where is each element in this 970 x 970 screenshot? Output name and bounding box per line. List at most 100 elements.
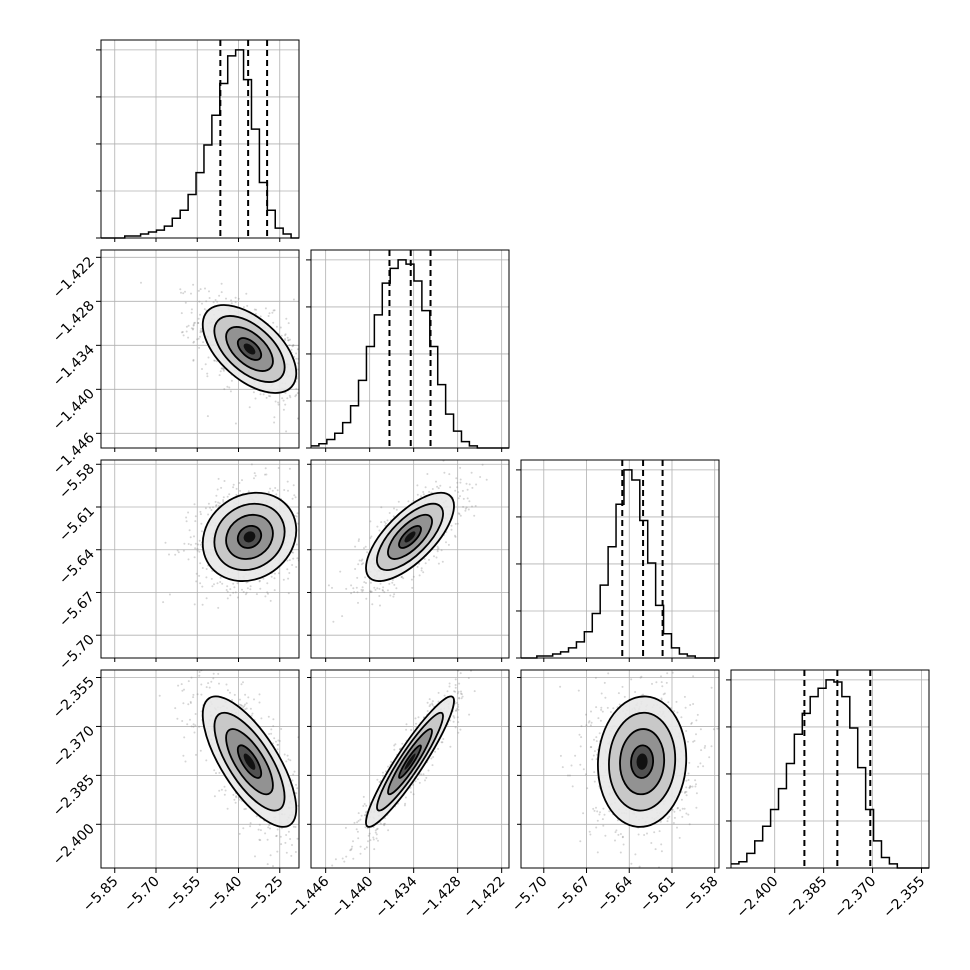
sample-point	[228, 493, 231, 496]
sample-point	[305, 838, 307, 840]
sample-point	[254, 474, 257, 477]
sample-point	[365, 582, 367, 584]
sample-point	[456, 481, 459, 484]
sample-point	[187, 324, 190, 327]
sample-point	[428, 490, 431, 493]
sample-point	[367, 834, 370, 837]
sample-point	[238, 832, 241, 835]
sample-point	[666, 672, 669, 675]
sample-point	[193, 731, 196, 734]
sample-point	[422, 571, 425, 574]
sample-point	[680, 716, 683, 719]
sample-point	[190, 676, 193, 679]
sample-point	[285, 834, 288, 836]
sample-point	[223, 388, 226, 391]
sample-point	[291, 564, 294, 566]
sample-point	[692, 740, 695, 743]
sample-point	[220, 367, 223, 370]
sample-point	[341, 857, 344, 860]
sample-point	[372, 836, 375, 839]
sample-point	[441, 741, 444, 744]
sample-point	[249, 707, 252, 710]
sample-point	[360, 814, 363, 817]
sample-point	[371, 603, 374, 606]
sample-point	[198, 539, 201, 542]
sample-point	[335, 513, 337, 515]
sample-point	[268, 312, 271, 315]
sample-point	[180, 331, 183, 334]
sample-point	[233, 693, 236, 696]
sample-point	[292, 298, 295, 301]
sample-point	[365, 846, 368, 849]
sample-point	[222, 500, 225, 503]
sample-point	[184, 290, 186, 293]
sample-point	[402, 577, 405, 580]
sample-point	[296, 512, 299, 515]
sample-point	[304, 540, 306, 542]
sample-point	[265, 473, 268, 476]
sample-point	[248, 406, 251, 409]
sample-point	[189, 700, 192, 703]
contour-line	[398, 744, 422, 779]
sample-point	[280, 843, 283, 846]
sample-point	[270, 728, 273, 731]
sample-point	[456, 701, 459, 704]
sample-point	[342, 870, 344, 872]
marginal-panel-0	[96, 39, 300, 239]
sample-point	[217, 504, 220, 507]
sample-point	[246, 587, 249, 590]
sample-point	[205, 686, 208, 689]
sample-point	[431, 700, 434, 703]
sample-point	[378, 529, 381, 532]
sample-point	[442, 738, 445, 740]
sample-point	[168, 593, 171, 596]
marginal-panel-2	[516, 459, 720, 659]
sample-point	[329, 362, 331, 364]
sample-point	[375, 837, 378, 840]
sample-point	[226, 585, 229, 588]
sample-point	[290, 854, 293, 857]
sample-point	[258, 580, 261, 583]
sample-point	[685, 730, 688, 732]
sample-point	[285, 430, 288, 433]
sample-point	[213, 795, 216, 798]
sample-point	[200, 693, 203, 696]
density-peak	[243, 531, 256, 543]
sample-point	[301, 521, 303, 523]
sample-point	[219, 370, 222, 373]
sample-point	[275, 325, 278, 328]
sample-point	[464, 507, 467, 510]
sample-point	[464, 509, 467, 512]
sample-point	[473, 514, 476, 517]
sample-point	[199, 288, 202, 291]
sample-point	[288, 559, 291, 562]
sample-point	[307, 336, 309, 338]
sample-point	[357, 837, 360, 840]
sample-point	[214, 299, 217, 301]
sample-point	[301, 824, 303, 826]
sample-point	[358, 559, 361, 562]
sample-point	[460, 692, 462, 695]
sample-point	[589, 746, 592, 749]
sample-point	[688, 823, 691, 826]
sample-point	[254, 397, 257, 400]
sample-point	[187, 336, 190, 339]
sample-point	[218, 771, 221, 774]
sample-point	[428, 698, 431, 701]
sample-point	[242, 591, 245, 593]
histogram-step-2	[521, 469, 719, 659]
sample-point	[380, 506, 383, 509]
sample-point	[193, 556, 196, 559]
sample-point	[198, 300, 201, 303]
sample-point	[453, 716, 456, 719]
sample-point	[255, 815, 258, 818]
sample-point	[393, 583, 396, 586]
sample-point	[456, 486, 459, 489]
sample-point	[206, 375, 209, 378]
sample-point	[359, 852, 362, 855]
sample-point	[460, 697, 463, 700]
sample-point	[203, 308, 206, 311]
sample-point	[463, 665, 465, 667]
sample-point	[267, 826, 270, 829]
sample-point	[290, 348, 293, 351]
